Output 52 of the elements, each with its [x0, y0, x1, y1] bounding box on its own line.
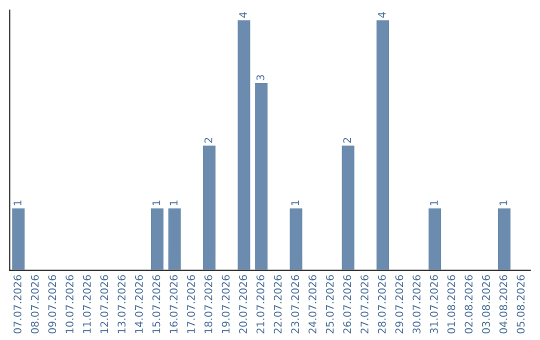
x-tick-label: 27.07.2026	[360, 275, 368, 334]
bar	[236, 18, 252, 270]
data-label: 1	[291, 200, 299, 206]
x-tick-label: 30.07.2026	[412, 275, 421, 334]
x-tick-label: 01.08.2026	[447, 275, 456, 334]
x-tick-label: 04.08.2026	[499, 275, 508, 334]
x-tick-label: 24.07.2026	[308, 275, 316, 334]
x-tick-label: 07.07.2026	[14, 275, 22, 334]
x-tick-label: 05.08.2026	[516, 275, 525, 334]
bar	[375, 18, 390, 270]
x-tick-label: 25.07.2026	[326, 275, 334, 334]
bar	[340, 144, 356, 270]
data-label: 1	[14, 200, 22, 206]
x-tick-label: 03.08.2026	[482, 275, 490, 334]
x-tick-label: 14.07.2026	[135, 275, 143, 333]
x-tick-label: 31.07.2026	[430, 275, 438, 334]
bar	[150, 206, 165, 270]
data-label: 4	[378, 12, 386, 18]
data-label: 2	[204, 138, 212, 143]
data-label: 2	[343, 138, 351, 143]
x-tick-label: 12.07.2026	[100, 275, 108, 333]
x-tick-label: 11.07.2026	[82, 275, 91, 333]
bar	[427, 206, 442, 270]
x-tick-label: 20.07.2026	[239, 275, 247, 334]
x-tick-label: 19.07.2026	[222, 275, 230, 333]
x-tick-label: 02.08.2026	[464, 275, 473, 334]
data-label: 4	[239, 12, 247, 18]
x-tick-label: 29.07.2026	[395, 275, 404, 334]
x-tick-label: 22.07.2026	[274, 275, 282, 334]
x-tick-label: 08.07.2026	[30, 275, 39, 334]
data-label: 1	[430, 200, 438, 206]
data-label: 1	[152, 200, 160, 206]
x-tick-label: 28.07.2026	[378, 275, 386, 334]
bar	[202, 144, 217, 270]
data-label: 1	[170, 200, 178, 206]
bar	[254, 82, 269, 270]
bar	[166, 206, 182, 270]
x-tick-label: 16.07.2026	[170, 275, 178, 333]
x-tick-label: 21.07.2026	[256, 275, 264, 334]
bar	[496, 206, 512, 270]
bar	[10, 206, 26, 270]
x-tick-label: 18.07.2026	[204, 275, 212, 333]
x-tick-label: 09.07.2026	[48, 275, 56, 334]
x-tick-label: 15.07.2026	[152, 275, 160, 333]
data-label: 3	[256, 75, 264, 80]
x-tick-label: 13.07.2026	[118, 275, 126, 333]
x-tick-label: 26.07.2026	[343, 275, 352, 334]
bar	[288, 206, 304, 270]
x-tick-label: 23.07.2026	[291, 275, 300, 334]
data-label: 1	[500, 200, 508, 206]
x-tick-label: 17.07.2026	[187, 275, 195, 333]
x-tick-label: 10.07.2026	[66, 275, 74, 333]
